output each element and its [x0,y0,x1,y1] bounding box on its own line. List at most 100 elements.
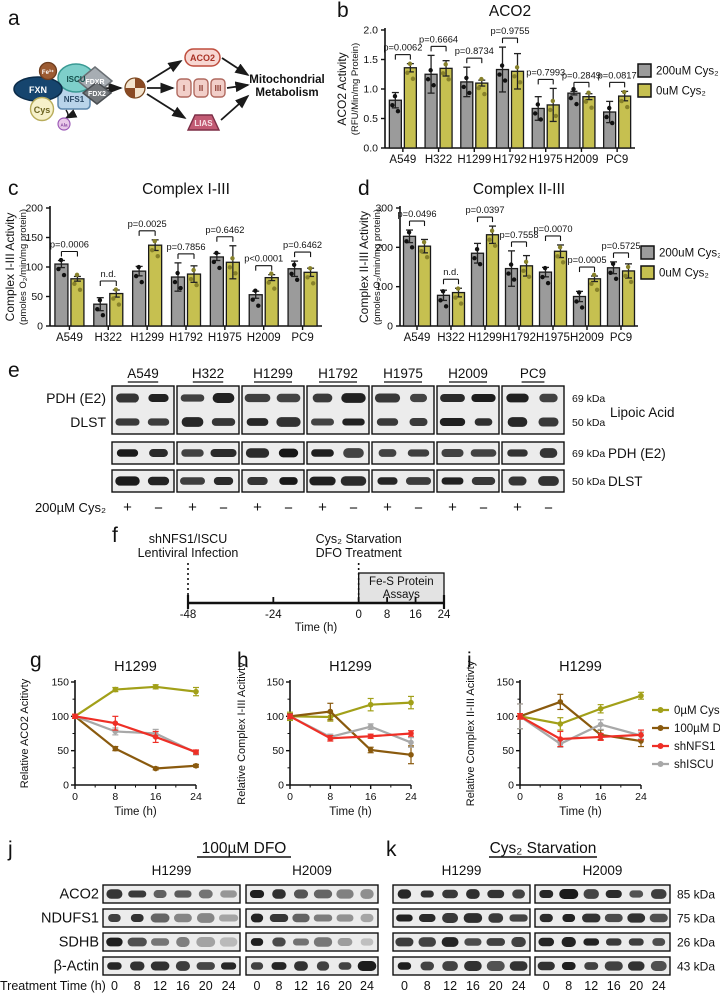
blot-band [605,889,622,899]
data-point [111,296,116,301]
axis-tick-label: 24 [438,609,451,621]
time-tick-label: 24 [222,979,236,993]
blot-band [278,448,299,458]
category-label: H1792 [493,154,527,166]
blot-band [106,889,123,899]
legend-marker [657,743,664,749]
kda-label: 50 kDa [572,417,605,429]
blot-band [250,913,264,923]
chart-title: H1299 [329,659,372,675]
legend-marker [657,761,664,767]
category-label: H1792 [502,332,536,344]
blot-band [442,889,458,899]
data-point [574,101,579,107]
data-point [139,279,144,285]
data-point [586,90,591,95]
x-tick-label: 8 [557,791,563,803]
data-point [211,259,217,265]
blot-band [147,418,170,426]
blot-band [507,449,528,457]
data-point [535,102,541,107]
blot-band [244,393,271,403]
bar [617,95,632,149]
y-tick-label: 0 [63,780,69,792]
blot-band [127,937,147,947]
cys-minus-sign: − [284,500,293,517]
time-tick-label: 20 [489,979,503,993]
y-tick-label: 100 [375,281,393,293]
blot-band [650,889,667,899]
lias-label: LIAS [194,119,213,128]
axis-tick-label: -48 [180,609,197,621]
blot-band [313,889,333,899]
series-marker [638,732,644,738]
series-marker [367,723,374,730]
blot-box [306,441,370,465]
data-point [77,287,83,292]
category-label: H322 [437,332,465,344]
mitochondrial-metabolism-label: Metabolism [255,87,318,99]
blot-band [115,418,140,426]
data-point [133,273,139,279]
blot-band [129,961,145,971]
blot-box [241,469,305,493]
x-axis-label: Time (h) [329,806,372,818]
p-value-label: p=0.6664 [419,34,458,44]
line-chart-h: H1299 Relative Complex I-III Acitivty 0 50 1… [236,659,417,818]
data-point [392,94,398,99]
y-tick-label: 100 [496,711,514,723]
blot-band [313,937,333,947]
blot-band [537,961,555,971]
series-line [519,694,642,726]
y-axis-label: Complex II-III Activity [357,211,371,323]
blot-band [420,961,434,971]
blot-band [583,938,600,946]
blot-band [292,913,310,923]
data-point [571,86,576,92]
cell-line-header: A549 [127,366,159,381]
series-marker [193,688,199,695]
cys-minus-sign: − [349,500,358,517]
legend-label: 200uM Cys₂ [656,66,719,78]
data-point [217,265,222,271]
aco2-shape [184,48,221,67]
kda-label: 85 kDa [677,888,715,902]
blot-band [357,961,377,971]
time-tick-label: 12 [294,979,308,993]
x-tick-label: 0 [72,791,78,803]
nfs1-to-ala-arrow [64,109,78,119]
data-point [113,287,119,292]
blot-band [196,962,215,970]
blot-band [470,449,497,457]
chart-title: H1299 [559,659,602,675]
blot-band [396,914,413,922]
blot-box [371,441,435,465]
panel-letter-b: b [337,0,349,22]
row-label-dlst: DLST [608,474,643,489]
arrow [146,93,187,119]
data-point [116,302,122,307]
dfo-title: 100µM DFO [202,840,287,857]
blot-band [360,889,374,899]
time-tick-label: 12 [443,979,457,993]
blot-box [534,956,671,976]
time-tick-label: 16 [316,979,330,993]
blot-band [418,914,436,922]
y-tick-label: 100 [266,711,284,723]
complex-box [210,78,226,98]
data-point [56,266,61,272]
data-point [492,243,498,248]
blot-box [534,932,671,952]
data-point [152,238,157,244]
panel-letter-i: i [467,649,472,672]
data-point [461,84,466,90]
blot-band [210,448,237,458]
blot-box [392,884,531,904]
cys-plus-sign: + [513,499,522,516]
blot-band [342,418,365,426]
legend-label: 0µM Cys₂ [674,705,720,717]
series-marker [193,749,199,755]
data-point [155,253,160,259]
data-point [289,271,294,276]
